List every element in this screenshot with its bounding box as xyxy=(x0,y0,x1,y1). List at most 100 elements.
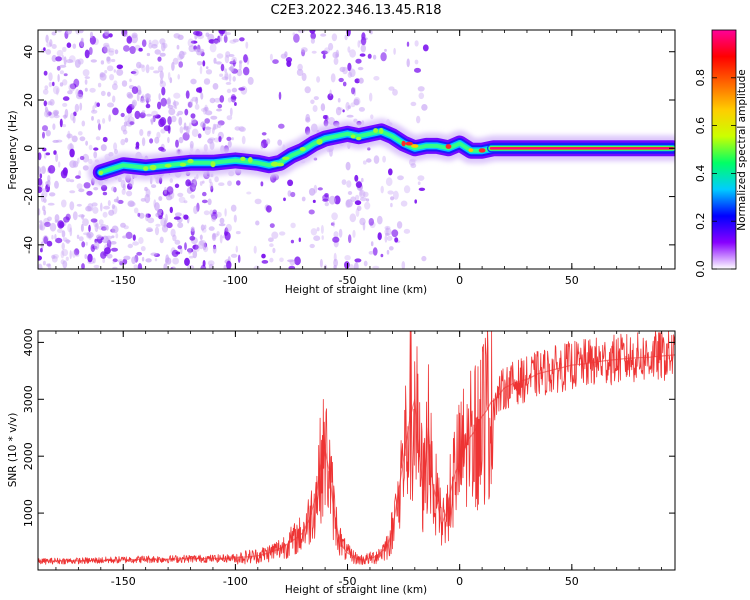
noise-speckle xyxy=(122,183,126,191)
noise-speckle xyxy=(76,183,83,190)
noise-speckle xyxy=(301,72,307,82)
noise-speckle xyxy=(102,211,108,218)
noise-speckle xyxy=(63,56,67,66)
noise-speckle xyxy=(49,222,57,232)
noise-speckle xyxy=(304,86,311,94)
noise-speckle xyxy=(42,260,46,266)
noise-speckle xyxy=(345,199,353,208)
noise-speckle xyxy=(235,245,238,253)
noise-speckle xyxy=(358,77,364,84)
noise-speckle xyxy=(122,129,128,135)
ridge-hotspot xyxy=(98,170,104,176)
noise-speckle xyxy=(231,137,234,141)
noise-speckle xyxy=(354,258,362,263)
noise-speckle xyxy=(165,213,168,223)
noise-speckle xyxy=(384,234,388,243)
noise-speckle xyxy=(223,34,228,44)
noise-speckle xyxy=(190,194,195,199)
ridge-hotspot xyxy=(276,162,285,167)
noise-speckle xyxy=(373,76,380,81)
noise-speckle xyxy=(55,139,63,143)
noise-speckle xyxy=(344,34,348,41)
noise-speckle xyxy=(278,123,285,129)
noise-speckle xyxy=(352,229,356,238)
snr-ylabel: SNR (10 * v/v) xyxy=(7,413,19,488)
noise-speckle xyxy=(76,234,80,239)
noise-speckle xyxy=(97,82,102,88)
noise-speckle xyxy=(66,59,74,64)
noise-speckle xyxy=(78,30,84,34)
noise-speckle xyxy=(105,225,109,231)
noise-speckle xyxy=(86,231,94,238)
noise-speckle xyxy=(243,54,248,63)
noise-speckle xyxy=(417,181,421,185)
noise-speckle xyxy=(62,96,70,101)
noise-speckle xyxy=(129,121,135,125)
noise-speckle xyxy=(200,121,207,128)
noise-speckle xyxy=(239,37,245,42)
noise-speckle xyxy=(172,234,177,242)
noise-speckle xyxy=(160,128,166,134)
noise-speckle xyxy=(61,79,68,86)
noise-speckle xyxy=(390,196,395,201)
noise-speckle xyxy=(100,90,106,97)
noise-speckle xyxy=(102,136,108,143)
noise-speckle xyxy=(139,129,144,136)
noise-speckle xyxy=(337,107,343,111)
noise-speckle xyxy=(279,257,284,263)
noise-speckle xyxy=(190,40,198,44)
noise-speckle xyxy=(178,116,183,126)
noise-speckle xyxy=(396,221,403,229)
noise-speckle xyxy=(68,83,76,92)
noise-speckle xyxy=(60,169,68,179)
noise-speckle xyxy=(218,136,222,143)
noise-speckle xyxy=(329,89,332,97)
noise-speckle xyxy=(323,264,328,269)
noise-speckle xyxy=(202,242,207,251)
noise-speckle xyxy=(73,111,77,117)
noise-speckle xyxy=(216,123,222,129)
noise-speckle xyxy=(159,52,166,57)
ridge-hotspot xyxy=(282,156,290,160)
noise-speckle xyxy=(73,248,80,256)
noise-speckle xyxy=(81,241,86,248)
noise-speckle xyxy=(82,153,90,163)
noise-speckle xyxy=(72,115,76,124)
noise-speckle xyxy=(75,30,81,35)
noise-speckle xyxy=(226,260,232,269)
colorbar-tick-label: 0.0 xyxy=(694,260,707,278)
noise-speckle xyxy=(313,235,321,241)
noise-speckle xyxy=(300,47,308,53)
noise-speckle xyxy=(59,64,67,68)
noise-speckle xyxy=(209,97,216,104)
noise-speckle xyxy=(131,99,137,107)
noise-speckle xyxy=(138,47,143,52)
noise-speckle xyxy=(227,180,232,187)
noise-speckle xyxy=(111,204,115,210)
noise-speckle xyxy=(126,36,133,44)
ridge-hotspot xyxy=(445,144,452,149)
spectrogram-xtick-label: -150 xyxy=(111,274,136,287)
noise-speckle xyxy=(168,108,176,116)
noise-speckle xyxy=(141,64,146,73)
noise-speckle xyxy=(83,232,90,236)
spectrogram-frame xyxy=(37,29,676,270)
noise-speckle xyxy=(51,44,57,49)
noise-speckle xyxy=(338,77,344,83)
noise-speckle xyxy=(96,234,102,240)
noise-speckle xyxy=(133,207,139,214)
chart-title: C2E3.2022.346.13.45.R18 xyxy=(270,3,441,18)
noise-speckle xyxy=(87,203,94,212)
noise-speckle xyxy=(255,220,260,226)
noise-speckle xyxy=(203,210,210,216)
noise-speckle xyxy=(69,250,72,260)
noise-speckle xyxy=(406,41,410,47)
noise-speckle xyxy=(333,57,339,65)
noise-speckle xyxy=(54,180,59,189)
noise-speckle xyxy=(84,254,88,259)
noise-speckle xyxy=(280,53,287,59)
noise-speckle xyxy=(347,191,353,195)
noise-speckle xyxy=(48,165,56,174)
noise-speckle xyxy=(400,200,408,207)
